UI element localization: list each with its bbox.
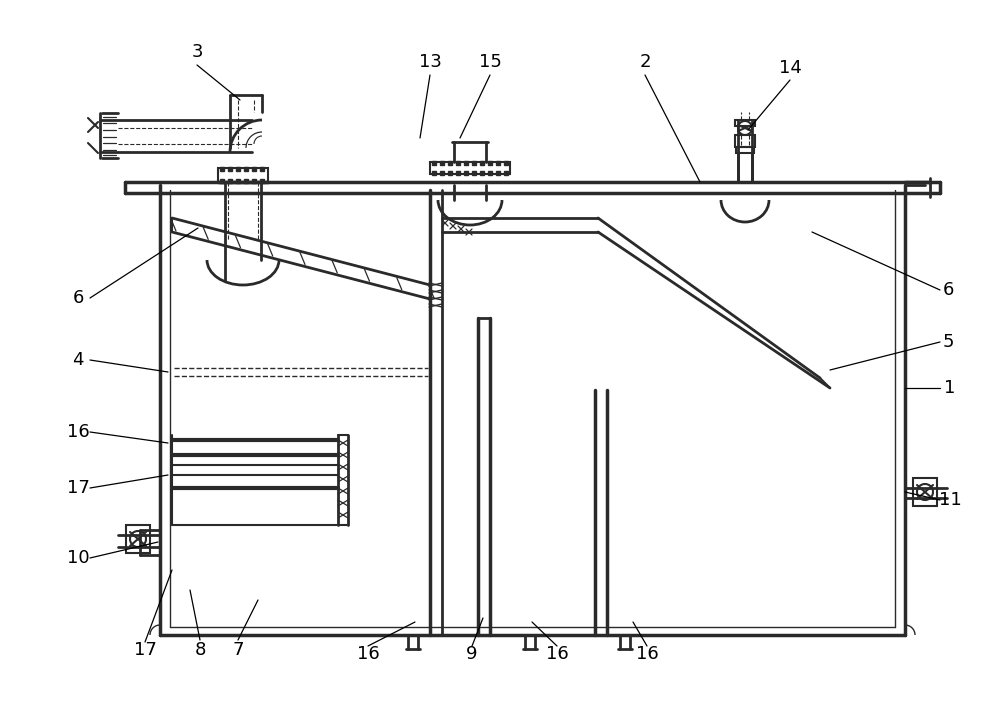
Text: 3: 3 — [191, 43, 203, 61]
Bar — [126, 525, 150, 553]
Text: 16: 16 — [67, 423, 89, 441]
Bar — [736, 147, 754, 153]
Text: 17: 17 — [134, 641, 156, 659]
Text: 8: 8 — [194, 641, 206, 659]
Text: 6: 6 — [942, 281, 954, 299]
Text: 10: 10 — [67, 549, 89, 567]
Text: 15: 15 — [479, 53, 501, 71]
Text: 9: 9 — [466, 645, 478, 663]
Text: 16: 16 — [636, 645, 658, 663]
Text: 17: 17 — [67, 479, 89, 497]
Bar — [735, 120, 755, 126]
Bar — [218, 168, 268, 182]
Text: 4: 4 — [72, 351, 84, 369]
Text: 2: 2 — [639, 53, 651, 71]
Text: 1: 1 — [944, 379, 956, 397]
Text: 16: 16 — [546, 645, 568, 663]
Text: 5: 5 — [942, 333, 954, 351]
Bar — [913, 478, 937, 506]
Text: 6: 6 — [72, 289, 84, 307]
Text: 16: 16 — [357, 645, 379, 663]
Text: 13: 13 — [419, 53, 441, 71]
Bar — [430, 162, 510, 174]
Text: 11: 11 — [939, 491, 961, 509]
Bar — [735, 135, 755, 147]
Text: 7: 7 — [232, 641, 244, 659]
Text: 14: 14 — [779, 59, 801, 77]
